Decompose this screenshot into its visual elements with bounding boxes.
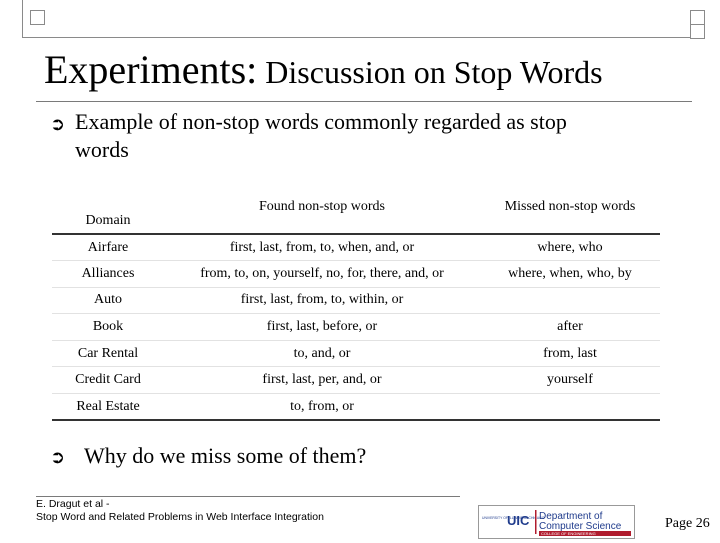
corner-square	[690, 24, 705, 39]
cell-missed	[480, 394, 660, 421]
stop-words-table-container: Domain Found non-stop words Missed non-s…	[52, 180, 660, 421]
title-main: Experiments:	[44, 47, 258, 92]
cell-found: first, last, per, and, or	[262, 372, 382, 388]
frame-left-rule	[22, 0, 23, 37]
cell-domain: Credit Card	[75, 372, 141, 388]
corner-square	[30, 10, 45, 25]
cell-missed: yourself	[547, 372, 593, 388]
cell-found: first, last, from, to, within, or	[240, 292, 404, 308]
logo-dept-line1: Department of	[539, 511, 603, 522]
cell-found: to, and, or	[293, 345, 351, 361]
logo-university: UNIVERSITY OF ILLINOIS AT CHICAGO	[482, 516, 545, 520]
uic-logo-graphic: UNIVERSITY OF ILLINOIS AT CHICAGO UIC De…	[482, 510, 631, 536]
logo-college: COLLEGE OF ENGINEERING	[541, 531, 596, 536]
table-row: Airfare first, last, from, to, when, and…	[52, 234, 660, 261]
cell-domain: Car Rental	[77, 345, 139, 361]
table-row: Alliances from, to, on, yourself, no, fo…	[52, 261, 660, 288]
question-bullet-text: Why do we miss some of them?	[84, 443, 367, 468]
cell-missed: where, when, who, by	[508, 265, 632, 281]
stop-words-table: Domain Found non-stop words Missed non-s…	[52, 180, 660, 421]
title-underline	[36, 101, 692, 102]
cell-missed: where, who	[537, 239, 603, 255]
cell-domain: Real Estate	[76, 398, 140, 414]
frame-top-rule	[22, 37, 690, 38]
cell-missed	[480, 287, 660, 314]
circled-arrow-icon: ➲	[50, 114, 66, 135]
logo-college-bar	[539, 531, 631, 536]
table-row: Auto first, last, from, to, within, or	[52, 287, 660, 314]
cell-domain: Airfare	[87, 239, 129, 255]
footer-paper-title: Stop Word and Related Problems in Web In…	[36, 511, 324, 523]
header-found: Found non-stop words	[164, 180, 480, 235]
header-domain: Domain	[52, 180, 164, 235]
circled-arrow-icon: ➲	[50, 447, 66, 468]
footer-rule	[36, 496, 460, 497]
logo-dept-line2: Computer Science	[539, 521, 622, 532]
table-row: Book first, last, before, or after	[52, 314, 660, 341]
table-row: Credit Card first, last, per, and, or yo…	[52, 367, 660, 394]
cell-found: to, from, or	[290, 398, 354, 414]
cell-missed: after	[557, 319, 583, 335]
intro-line-1: Example of non-stop words commonly regar…	[75, 109, 567, 134]
title-sub: Discussion on Stop Words	[265, 54, 603, 90]
cell-domain: Book	[92, 319, 124, 335]
table-row: Real Estate to, from, or	[52, 394, 660, 421]
table-row: Car Rental to, and, or from, last	[52, 340, 660, 367]
footer-citation: E. Dragut et al - Stop Word and Related …	[36, 498, 324, 524]
cell-found: first, last, from, to, when, and, or	[229, 239, 415, 255]
corner-square	[690, 10, 705, 25]
table-header-row: Domain Found non-stop words Missed non-s…	[52, 180, 660, 235]
cell-domain: Auto	[94, 292, 122, 308]
uic-cs-logo: UNIVERSITY OF ILLINOIS AT CHICAGO UIC De…	[478, 505, 635, 539]
intro-bullet-text: Example of non-stop words commonly regar…	[75, 108, 635, 164]
cell-found: first, last, before, or	[266, 319, 378, 335]
footer-author: E. Dragut et al -	[36, 498, 110, 510]
page-number: Page 26	[665, 516, 710, 531]
cell-domain: Alliances	[81, 265, 135, 281]
intro-line-2: words	[75, 137, 129, 162]
logo-divider	[535, 510, 537, 534]
cell-found: from, to, on, yourself, no, for, there, …	[200, 265, 444, 281]
header-missed: Missed non-stop words	[480, 180, 660, 235]
cell-missed: from, last	[543, 345, 597, 361]
logo-uic: UIC	[507, 513, 530, 528]
slide-title: Experiments: Discussion on Stop Words	[44, 50, 603, 90]
